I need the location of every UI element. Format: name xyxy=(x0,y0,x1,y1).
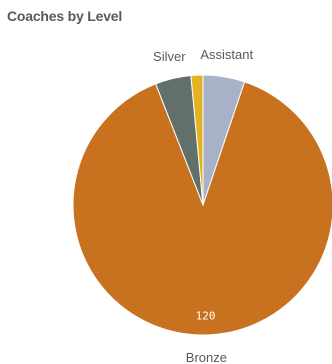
slice-label-silver: Silver xyxy=(153,49,186,64)
pie-slice-unlabeled[interactable] xyxy=(190,74,204,206)
chart-title: Coaches by Level xyxy=(7,8,123,24)
slice-label-assistant: Assistant xyxy=(200,47,253,62)
pie-labels: Assistant Bronze 120 Silver xyxy=(153,47,253,364)
slice-label-bronze: Bronze xyxy=(186,350,227,364)
pie-slices xyxy=(72,74,332,336)
data-label-bronze: 120 xyxy=(196,310,216,323)
pie-slice-bronze[interactable] xyxy=(72,81,332,336)
